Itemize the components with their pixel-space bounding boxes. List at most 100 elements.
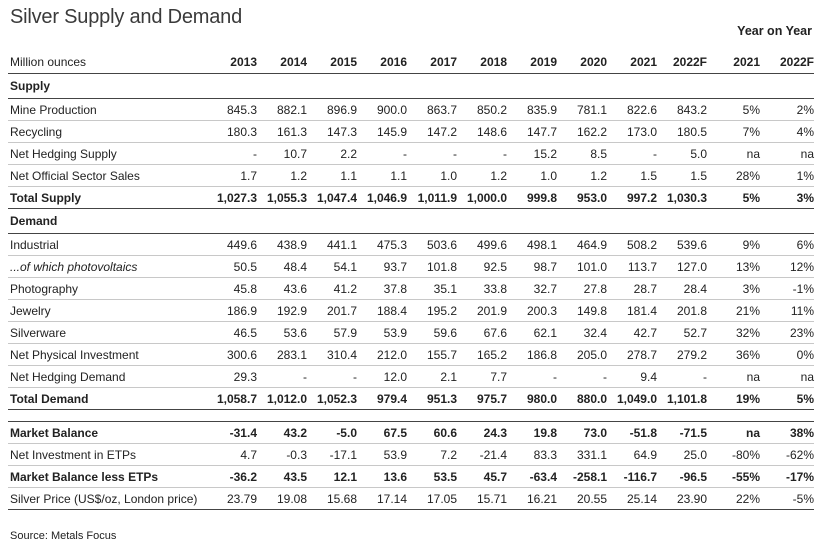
value-cell: 2.1 — [407, 365, 457, 388]
value-cell: 188.4 — [357, 299, 407, 322]
value-cell: 46.5 — [208, 321, 257, 344]
value-cell: 1,012.0 — [257, 387, 307, 410]
value-cell: 850.2 — [457, 98, 507, 121]
value-cell: -21.4 — [457, 443, 507, 466]
row-label: Industrial — [8, 233, 208, 256]
table-row: ...of which photovoltaics 50.5 48.4 54.1 93.… — [8, 255, 814, 278]
value-cell: 1.1 — [357, 164, 407, 187]
row-label: Market Balance — [8, 421, 208, 444]
value-cell: 192.9 — [257, 299, 307, 322]
value-cell: 201.7 — [307, 299, 357, 322]
table-row: Net Official Sector Sales 1.7 1.2 1.1 1.1 1.0… — [8, 164, 814, 187]
row-label: Total Demand — [8, 387, 208, 410]
value-cell: 1,058.7 — [208, 387, 257, 410]
value-cell: 23.90 — [657, 487, 707, 510]
value-cell: -51.8 — [607, 421, 657, 444]
table-row: Jewelry 186.9 192.9 201.7 188.4 195.2 201.9 200… — [8, 299, 814, 322]
value-cell: -258.1 — [557, 465, 607, 488]
value-cell: 93.7 — [357, 255, 407, 278]
row-label: Silverware — [8, 321, 208, 344]
value-cell: 464.9 — [557, 233, 607, 256]
value-cell: 201.9 — [457, 299, 507, 322]
value-cell: - — [557, 365, 607, 388]
yoy-cell: -55% — [707, 465, 760, 488]
year-header: 2017 — [407, 50, 457, 74]
value-cell: -0.3 — [257, 443, 307, 466]
value-cell: 953.0 — [557, 186, 607, 209]
value-cell: 1.2 — [257, 164, 307, 187]
value-cell: 1,030.3 — [657, 186, 707, 209]
value-cell: 5.0 — [657, 142, 707, 165]
value-cell: 98.7 — [507, 255, 557, 278]
value-cell: 438.9 — [257, 233, 307, 256]
value-cell: 148.6 — [457, 120, 507, 143]
supply-demand-table: Million ounces 2013 2014 2015 2016 2017 … — [8, 50, 814, 510]
table-row: Recycling 180.3 161.3 147.3 145.9 147.2 148.6 1… — [8, 120, 814, 143]
yoy-cell: 19% — [707, 387, 760, 410]
value-cell: 980.0 — [507, 387, 557, 410]
value-cell: 863.7 — [407, 98, 457, 121]
value-cell: 4.7 — [208, 443, 257, 466]
value-cell: 33.8 — [457, 277, 507, 300]
value-cell: 1.0 — [407, 164, 457, 187]
year-header: 2018 — [457, 50, 507, 74]
value-cell: 499.6 — [457, 233, 507, 256]
value-cell: 900.0 — [357, 98, 407, 121]
value-cell: 283.1 — [257, 343, 307, 366]
value-cell: 147.7 — [507, 120, 557, 143]
yoy-cell: na — [760, 365, 814, 388]
value-cell: 999.8 — [507, 186, 557, 209]
yoy-cell: -62% — [760, 443, 814, 466]
value-cell: 1,011.9 — [407, 186, 457, 209]
value-cell: 25.14 — [607, 487, 657, 510]
header-row: Million ounces 2013 2014 2015 2016 2017 … — [8, 50, 814, 74]
row-label: Net Hedging Demand — [8, 365, 208, 388]
yoy-cell: 4% — [760, 120, 814, 143]
section-heading: Demand — [8, 208, 814, 234]
source-note: Source: Metals Focus — [10, 530, 117, 542]
table-row: Photography 45.8 43.6 41.2 37.8 35.1 33.8 32.7 2… — [8, 277, 814, 300]
value-cell: 539.6 — [657, 233, 707, 256]
value-cell: 83.3 — [507, 443, 557, 466]
value-cell: 101.0 — [557, 255, 607, 278]
value-cell: 331.1 — [557, 443, 607, 466]
value-cell: 300.6 — [208, 343, 257, 366]
value-cell: - — [507, 365, 557, 388]
value-cell: 186.8 — [507, 343, 557, 366]
value-cell: 1.2 — [557, 164, 607, 187]
value-cell: 17.05 — [407, 487, 457, 510]
value-cell: 162.2 — [557, 120, 607, 143]
value-cell: 1,027.3 — [208, 186, 257, 209]
yoy-cell: 3% — [707, 277, 760, 300]
yoy-header: 2021 — [707, 50, 760, 74]
value-cell: 127.0 — [657, 255, 707, 278]
value-cell: 48.4 — [257, 255, 307, 278]
value-cell: 67.6 — [457, 321, 507, 344]
value-cell: 1,049.0 — [607, 387, 657, 410]
value-cell: -5.0 — [307, 421, 357, 444]
value-cell: 1,055.3 — [257, 186, 307, 209]
table-row: Silverware 46.5 53.6 57.9 53.9 59.6 67.6 62.1 32… — [8, 321, 814, 344]
value-cell: 28.7 — [607, 277, 657, 300]
value-cell: 180.3 — [208, 120, 257, 143]
value-cell: 41.2 — [307, 277, 357, 300]
table-row: Silver Price (US$/oz, London price) 23.79… — [8, 487, 814, 510]
table-row: Net Hedging Demand 29.3- -12.0 2.1 7.7- -9.4-… — [8, 365, 814, 388]
table-row: Market Balance -31.4 43.2 -5.0 67.5 60.6 24.3 1… — [8, 421, 814, 444]
yoy-cell: 1% — [760, 164, 814, 187]
value-cell: 155.7 — [407, 343, 457, 366]
yoy-cell: 5% — [760, 387, 814, 410]
value-cell: 1.0 — [507, 164, 557, 187]
value-cell: - — [607, 142, 657, 165]
value-cell: 12.1 — [307, 465, 357, 488]
value-cell: 212.0 — [357, 343, 407, 366]
yoy-cell: 5% — [707, 98, 760, 121]
value-cell: 880.0 — [557, 387, 607, 410]
value-cell: 8.5 — [557, 142, 607, 165]
value-cell: 10.7 — [257, 142, 307, 165]
row-label: Market Balance less ETPs — [8, 465, 208, 488]
table-row: Market Balance less ETPs -36.2 43.5 12.1 13.… — [8, 465, 814, 488]
year-header: 2014 — [257, 50, 307, 74]
value-cell: 45.8 — [208, 277, 257, 300]
value-cell: 180.5 — [657, 120, 707, 143]
